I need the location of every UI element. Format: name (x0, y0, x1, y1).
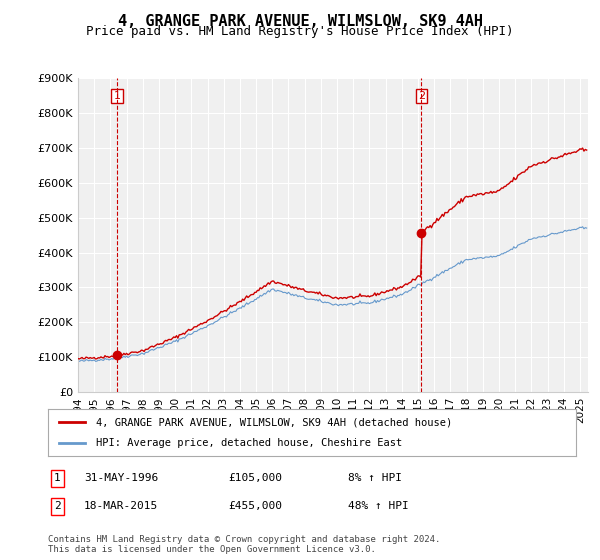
Text: £105,000: £105,000 (228, 473, 282, 483)
Text: 1: 1 (54, 473, 61, 483)
Text: Price paid vs. HM Land Registry's House Price Index (HPI): Price paid vs. HM Land Registry's House … (86, 25, 514, 38)
Text: 8% ↑ HPI: 8% ↑ HPI (348, 473, 402, 483)
Text: 18-MAR-2015: 18-MAR-2015 (84, 501, 158, 511)
Text: 31-MAY-1996: 31-MAY-1996 (84, 473, 158, 483)
Text: 4, GRANGE PARK AVENUE, WILMSLOW, SK9 4AH: 4, GRANGE PARK AVENUE, WILMSLOW, SK9 4AH (118, 14, 482, 29)
Text: £455,000: £455,000 (228, 501, 282, 511)
Text: 48% ↑ HPI: 48% ↑ HPI (348, 501, 409, 511)
Text: 2: 2 (418, 91, 425, 101)
Text: 2: 2 (54, 501, 61, 511)
Text: 4, GRANGE PARK AVENUE, WILMSLOW, SK9 4AH (detached house): 4, GRANGE PARK AVENUE, WILMSLOW, SK9 4AH… (95, 417, 452, 427)
Text: 1: 1 (113, 91, 121, 101)
Text: HPI: Average price, detached house, Cheshire East: HPI: Average price, detached house, Ches… (95, 438, 402, 448)
Text: Contains HM Land Registry data © Crown copyright and database right 2024.
This d: Contains HM Land Registry data © Crown c… (48, 535, 440, 554)
